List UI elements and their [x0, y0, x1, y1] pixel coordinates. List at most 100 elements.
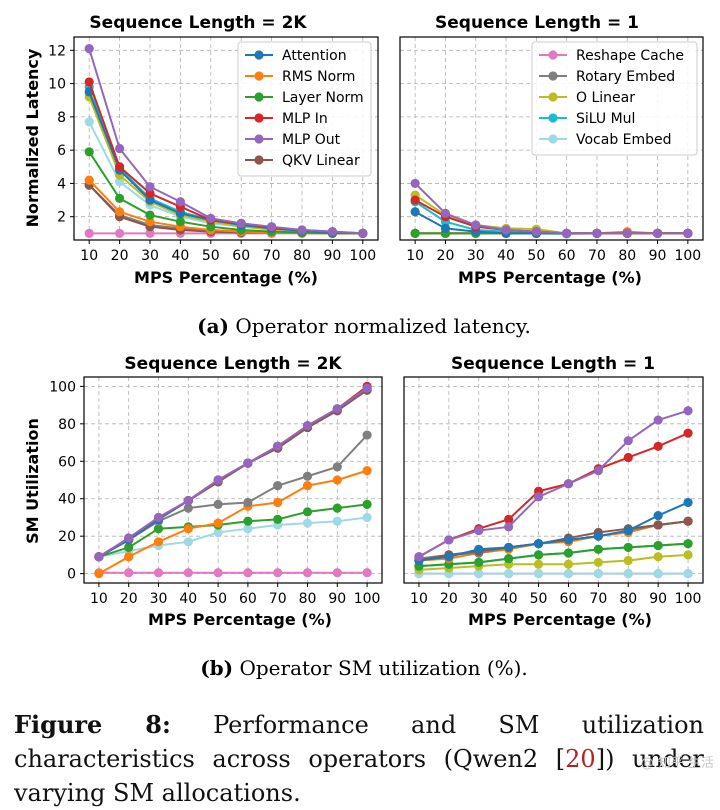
x-axis-label: MPS Percentage (%) — [458, 268, 642, 287]
data-point — [243, 568, 253, 578]
x-tick-label: 40 — [500, 591, 518, 607]
data-point — [683, 228, 693, 238]
x-tick-label: 20 — [440, 591, 458, 607]
data-point — [145, 217, 155, 227]
data-point — [84, 77, 94, 87]
data-point — [302, 507, 313, 517]
data-point — [243, 524, 253, 534]
data-point — [213, 518, 223, 528]
legend-item: RMS Norm — [245, 69, 355, 85]
data-point — [153, 524, 164, 534]
series-mlp-out — [84, 44, 368, 238]
y-tick-label: 12 — [48, 43, 66, 59]
data-point — [410, 195, 420, 205]
citation-link[interactable]: 20 — [565, 745, 596, 773]
data-point — [175, 217, 185, 227]
data-point — [332, 462, 342, 472]
legend-marker — [254, 113, 264, 123]
data-point — [302, 568, 313, 578]
data-point — [683, 497, 693, 508]
data-point — [302, 471, 313, 481]
data-point — [183, 537, 193, 547]
data-point — [533, 550, 544, 560]
data-point — [504, 542, 514, 553]
series-attention — [414, 497, 693, 566]
data-point — [213, 527, 223, 538]
x-tick-label: 10 — [80, 248, 98, 264]
data-point — [683, 428, 693, 438]
legend-marker — [548, 113, 558, 123]
data-point — [410, 228, 420, 238]
legend-item: QKV Linear — [245, 153, 360, 169]
legend-label: MLP In — [282, 111, 328, 127]
x-tick-label: 70 — [589, 591, 607, 607]
data-point — [267, 222, 277, 232]
data-point — [273, 568, 283, 578]
data-point — [623, 569, 633, 579]
x-tick-label: 20 — [437, 248, 455, 264]
series-line — [418, 432, 689, 558]
y-tick-label: 10 — [48, 77, 66, 93]
x-tick-label: 100 — [354, 591, 381, 607]
data-point — [332, 516, 342, 526]
data-point — [273, 481, 283, 491]
y-tick-label: 80 — [58, 417, 76, 433]
legend-label: Rotary Embed — [576, 69, 675, 85]
x-tick-label: 90 — [328, 591, 346, 607]
data-point — [652, 228, 663, 238]
x-tick-label: 70 — [269, 591, 287, 607]
data-point — [440, 223, 451, 233]
x-tick-label: 40 — [171, 248, 189, 264]
x-tick-label: 80 — [618, 248, 636, 264]
data-point — [563, 569, 574, 579]
legend-marker — [254, 71, 264, 81]
series-line — [98, 503, 368, 558]
data-point — [206, 213, 216, 223]
x-tick-label: 80 — [619, 591, 637, 607]
x-tick-label: 10 — [90, 591, 108, 607]
x-tick-label: 60 — [560, 591, 578, 607]
data-point — [183, 568, 193, 578]
data-point — [653, 552, 663, 562]
legend: Reshape Cache Rotary Embed O Linear SiLU Mu… — [531, 41, 698, 156]
data-point — [533, 492, 544, 502]
data-point — [153, 512, 164, 523]
y-tick-label: 4 — [57, 176, 66, 192]
x-tick-label: 100 — [674, 248, 701, 264]
data-point — [563, 559, 574, 569]
x-tick-label: 30 — [470, 591, 488, 607]
legend-label: O Linear — [576, 90, 635, 106]
plot-frame — [73, 36, 379, 241]
data-point — [243, 516, 253, 526]
data-point — [206, 222, 216, 232]
legend-label: SiLU Mul — [576, 111, 635, 127]
x-tick-label: 100 — [675, 591, 702, 607]
plot-frame — [83, 376, 383, 584]
x-tick-label: 60 — [232, 248, 250, 264]
legend-label: MLP Out — [282, 132, 341, 148]
legend-marker — [254, 134, 264, 144]
data-point — [94, 552, 104, 562]
series-line — [88, 184, 363, 235]
legend-marker — [254, 50, 264, 60]
data-point — [84, 117, 94, 127]
y-axis-label: SM Utilization — [23, 418, 42, 544]
data-point — [327, 227, 337, 237]
x-tick-label: 50 — [530, 591, 548, 607]
data-point — [273, 497, 283, 508]
data-point — [683, 569, 693, 579]
data-point — [124, 542, 134, 553]
data-point — [362, 466, 372, 476]
x-tick-label: 20 — [120, 591, 138, 607]
panel-a-right: Sequence Length = 1 MPS Percentage (%) 1… — [399, 13, 704, 287]
data-point — [533, 559, 544, 569]
data-point — [440, 208, 451, 218]
data-point — [623, 525, 633, 536]
data-point — [410, 178, 420, 189]
y-tick-label: 20 — [58, 529, 76, 545]
data-point — [623, 436, 633, 446]
data-point — [474, 544, 484, 554]
data-point — [501, 225, 511, 235]
y-tick-label: 8 — [57, 110, 66, 126]
data-point — [474, 557, 484, 568]
